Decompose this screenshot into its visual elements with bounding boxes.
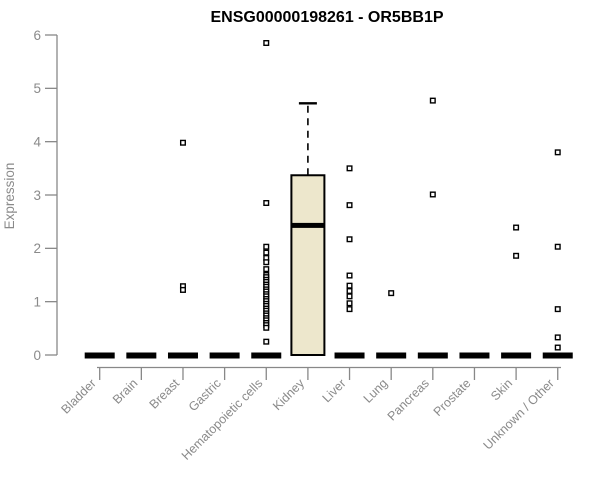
zero-median-bar-breast (167, 352, 198, 359)
zero-median-bar-bladder (84, 352, 115, 359)
x-tick-label: Breast (147, 376, 183, 412)
y-tick-label: 0 (33, 348, 41, 363)
y-tick-label: 6 (33, 28, 41, 43)
outlier-point-hematopoietic-cells (263, 324, 270, 331)
outlier-point-lung (388, 290, 395, 297)
y-tick-label: 1 (33, 294, 41, 309)
zero-median-bar-lung (376, 352, 407, 359)
outlier-point-liver (346, 293, 353, 300)
outlier-point-unknown-other (554, 306, 561, 313)
outlier-point-liver (346, 306, 353, 313)
outlier-point-liver (346, 288, 353, 295)
outlier-point-liver (346, 236, 353, 243)
outlier-point-skin (513, 224, 520, 231)
outlier-point-hematopoietic-cells (263, 338, 270, 345)
outlier-point-hematopoietic-cells (263, 259, 270, 266)
x-tick-label: Brain (110, 376, 141, 407)
outlier-point-unknown-other (554, 149, 561, 156)
outlier-point-liver (346, 165, 353, 172)
outlier-point-pancreas (429, 97, 436, 104)
x-tick-label: Kidney (270, 376, 307, 413)
zero-median-bar-hematopoietic-cells (251, 352, 282, 359)
outlier-point-hematopoietic-cells (263, 200, 270, 207)
outlier-point-liver (346, 272, 353, 279)
x-tick-label: Liver (320, 376, 349, 405)
outlier-point-breast (179, 286, 186, 293)
x-tick-label: Lung (361, 376, 391, 406)
outlier-point-hematopoietic-cells (263, 249, 270, 256)
x-tick-label: Unknown / Other (481, 376, 557, 452)
zero-median-bar-skin (501, 352, 532, 359)
outlier-point-hematopoietic-cells (263, 243, 270, 250)
y-axis-title: Expression (2, 163, 17, 230)
zero-median-bar-prostate (459, 352, 490, 359)
outlier-point-liver (346, 300, 353, 307)
outlier-point-hematopoietic-cells (263, 40, 270, 47)
outlier-point-breast (179, 139, 186, 146)
x-tick-label: Bladder (58, 376, 98, 416)
median-line-kidney (291, 222, 325, 228)
zero-median-bar-gastric (209, 352, 240, 359)
zero-median-bar-unknown-other (542, 352, 573, 359)
zero-median-bar-liver (334, 352, 365, 359)
y-tick-label: 4 (33, 134, 41, 149)
outlier-point-skin (513, 252, 520, 259)
box-kidney (290, 174, 326, 356)
chart-layer: 0 1 2 3 4 5 6 Bladder Brain Breast GastricHematopo… (33, 28, 573, 463)
x-tick-label: Prostate (431, 376, 474, 419)
y-tick-label: 2 (33, 241, 41, 256)
outlier-point-liver (346, 202, 353, 209)
x-tick-label: Gastric (186, 376, 224, 414)
y-tick-label: 5 (33, 81, 41, 96)
outlier-point-pancreas (429, 191, 436, 198)
x-tick-label: Hematopoietic cells (179, 376, 266, 463)
x-tick-label: Skin (488, 376, 515, 403)
zero-median-bar-pancreas (417, 352, 448, 359)
chart-title: ENSG00000198261 - OR5BB1P (210, 9, 443, 26)
outlier-point-hematopoietic-cells (263, 266, 270, 273)
outlier-point-unknown-other (554, 344, 561, 351)
y-tick-label: 3 (33, 188, 41, 203)
outlier-point-liver (346, 282, 353, 289)
outlier-point-unknown-other (554, 334, 561, 341)
outlier-point-unknown-other (554, 243, 561, 250)
x-tick-label: Pancreas (385, 376, 432, 423)
zero-median-bar-brain (126, 352, 157, 359)
